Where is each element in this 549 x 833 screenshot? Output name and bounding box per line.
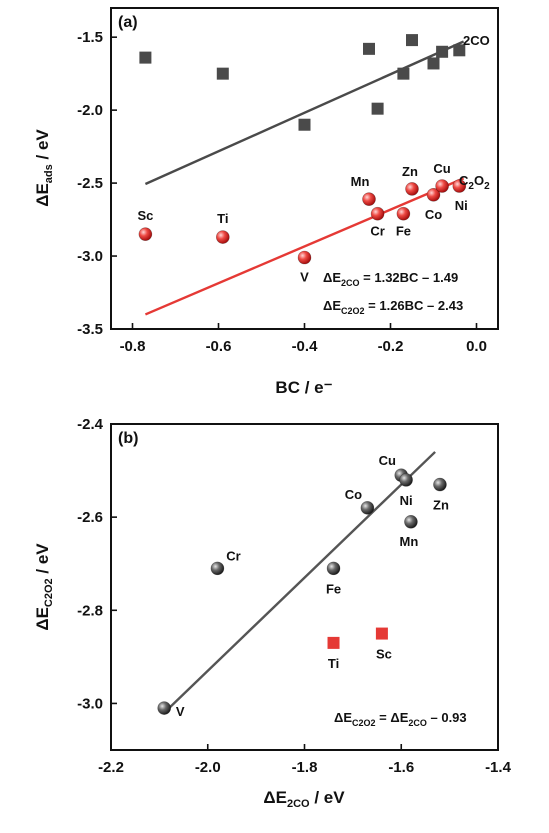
series-label-2co: 2CO <box>463 33 490 48</box>
a-y-tick-label: -2.0 <box>77 102 103 119</box>
panel-b-frame <box>110 423 499 751</box>
panel-b-plot-area: -2.2 -2.0 -1.8 -1.6 -1.4 -3.0 -2.8 -2.6 -2.4 V Cr F… <box>77 416 511 776</box>
a-sphere-marker-co <box>426 187 441 202</box>
a-point-label-zn: Zn <box>402 164 418 179</box>
b-sphere-marker-mn <box>404 514 418 529</box>
a-y-tick-label: -3.0 <box>77 248 103 265</box>
b-x-tick-label: -1.6 <box>388 759 414 776</box>
panel-a-label: (a) <box>118 14 138 31</box>
a-square-marker-pt <box>406 34 418 47</box>
a-sphere-marker-ti <box>216 230 230 244</box>
b-sphere-marker-co <box>360 501 375 515</box>
b-point-label-ni: Ni <box>400 493 413 508</box>
a-square-marker-pt <box>216 67 229 80</box>
a-square-marker-pt <box>139 51 152 64</box>
panel-b-y-axis-title: ΔEC2O2 / eV <box>33 543 55 631</box>
b-fit-line-0 <box>163 451 436 714</box>
equation-b: ΔEC2O2 = ΔE2CO – 0.93 <box>334 710 467 728</box>
a-sphere-marker-fe <box>396 206 411 221</box>
a-point-label-v: V <box>300 270 309 285</box>
b-sphere-marker-fe <box>326 561 341 576</box>
panel-b-label: (b) <box>118 430 138 447</box>
panel-a: -0.8 -0.6 -0.4 -0.2 0.0 -3.5 -3.0 -2.5 -2.0 -1.5 S… <box>33 7 499 397</box>
a-square-marker-pt <box>397 67 410 80</box>
b-point-label-co: Co <box>345 487 362 502</box>
b-sphere-marker-cr <box>210 561 225 576</box>
a-sphere-marker-mn <box>362 192 376 206</box>
b-y-tick-label: -2.8 <box>77 602 103 619</box>
a-y-tick-label: -3.5 <box>77 321 103 338</box>
a-point-label-mn: Mn <box>351 174 370 189</box>
b-sphere-marker-v <box>157 701 172 715</box>
equation-2co: ΔE2CO = 1.32BC – 1.49 <box>323 270 458 288</box>
a-point-label-fe: Fe <box>396 224 411 239</box>
a-point-label-ti: Ti <box>217 211 228 226</box>
a-square-marker-pt <box>453 44 466 57</box>
a-fit-line-1 <box>144 177 465 316</box>
a-sphere-marker-v <box>297 250 312 265</box>
a-x-tick-label: 0.0 <box>466 338 487 355</box>
a-x-tick-label: -0.8 <box>120 338 146 355</box>
a-sphere-marker-cr <box>370 206 385 221</box>
a-sphere-marker-cu <box>435 179 449 193</box>
a-point-label-cu: Cu <box>433 161 450 176</box>
b-square-marker-ti <box>327 636 340 649</box>
b-x-tick-label: -2.0 <box>195 759 221 776</box>
b-square-marker-sc <box>375 627 388 640</box>
b-sphere-marker-zn <box>433 477 447 492</box>
a-sphere-marker-zn <box>405 182 419 196</box>
b-x-tick-label: -1.8 <box>292 759 318 776</box>
series-label-c2o2: C2O2 <box>459 173 490 192</box>
a-sphere-marker-sc <box>138 227 153 241</box>
b-point-label-zn: Zn <box>433 498 449 513</box>
panel-a-plot-area: -0.8 -0.6 -0.4 -0.2 0.0 -3.5 -3.0 -2.5 -2.0 -1.5 S… <box>77 29 487 355</box>
b-point-label-cu: Cu <box>379 453 396 468</box>
b-x-tick-label: -1.4 <box>485 759 512 776</box>
a-square-marker-pt <box>427 57 440 70</box>
a-square-marker-pt <box>371 102 384 115</box>
b-point-label-cr: Cr <box>226 548 240 563</box>
b-point-label-mn: Mn <box>400 534 419 549</box>
a-square-marker-pt <box>363 42 375 55</box>
b-y-tick-label: -3.0 <box>77 695 103 712</box>
b-point-label-fe: Fe <box>326 581 341 596</box>
panel-b-x-axis-title: ΔE2CO / eV <box>263 788 345 810</box>
a-point-label-cr: Cr <box>370 224 384 239</box>
a-x-tick-label: -0.2 <box>378 338 404 355</box>
a-sphere-marker-ni <box>452 179 467 193</box>
panel-a-y-axis-title: ΔEads / eV <box>33 129 55 207</box>
b-point-label-v: V <box>176 704 185 719</box>
b-sphere-marker-ni <box>399 473 413 487</box>
a-point-label-co: Co <box>425 207 442 222</box>
a-x-tick-label: -0.4 <box>292 338 319 355</box>
a-square-marker-pt <box>436 45 449 58</box>
b-y-tick-label: -2.6 <box>77 509 103 526</box>
a-y-tick-label: -1.5 <box>77 29 103 46</box>
b-y-tick-label: -2.4 <box>77 416 104 433</box>
b-x-tick-label: -2.2 <box>98 759 124 776</box>
panel-a-frame <box>110 7 499 330</box>
a-x-tick-label: -0.6 <box>206 338 232 355</box>
a-point-label-sc: Sc <box>137 208 153 223</box>
equation-c2o2: ΔEC2O2 = 1.26BC – 2.43 <box>323 298 463 316</box>
b-point-label-sc: Sc <box>376 647 392 662</box>
a-square-marker-pt <box>298 118 311 131</box>
a-fit-line-0 <box>144 40 465 186</box>
b-point-label-ti: Ti <box>328 656 339 671</box>
panel-a-x-axis-title: BC / e⁻ <box>275 378 332 397</box>
a-point-label-ni: Ni <box>455 198 468 213</box>
a-y-tick-label: -2.5 <box>77 175 103 192</box>
panel-b: -2.2 -2.0 -1.8 -1.6 -1.4 -3.0 -2.8 -2.6 -2.4 V Cr F… <box>33 416 512 810</box>
